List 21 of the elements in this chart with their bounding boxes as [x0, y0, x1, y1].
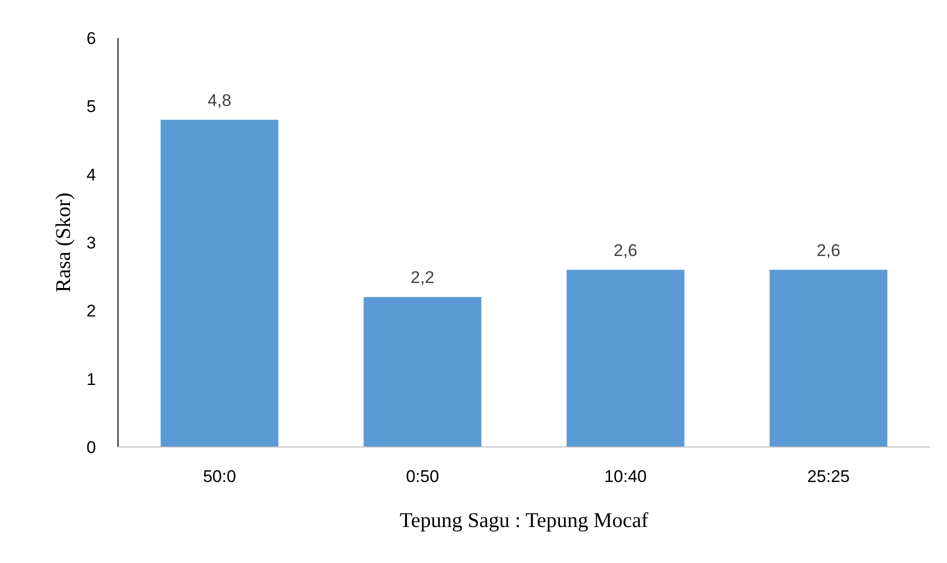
y-tick-label: 5	[86, 97, 96, 116]
y-tick-label: 2	[86, 302, 96, 321]
x-tick-label: 10:40	[604, 467, 647, 486]
y-tick-label: 4	[86, 165, 96, 184]
x-tick-label: 25:25	[807, 467, 850, 486]
data-label: 2,2	[410, 268, 434, 288]
y-axis-title: Rasa (Skor)	[51, 192, 75, 292]
bar	[160, 120, 278, 447]
bar	[770, 270, 888, 447]
y-tick-label: 0	[86, 438, 96, 457]
data-label: 2,6	[816, 240, 840, 260]
x-tick-label: 0:50	[406, 467, 440, 486]
data-label: 2,6	[614, 240, 638, 260]
x-tick-label: 50:0	[202, 467, 236, 486]
bar	[566, 270, 684, 447]
data-label: 4,8	[208, 90, 232, 110]
y-tick-label: 3	[86, 233, 96, 252]
x-axis-title: Tepung Sagu : Tepung Mocaf	[400, 508, 648, 532]
y-tick-label: 6	[86, 28, 96, 48]
y-tick-label: 1	[86, 370, 96, 389]
bar	[364, 297, 482, 447]
